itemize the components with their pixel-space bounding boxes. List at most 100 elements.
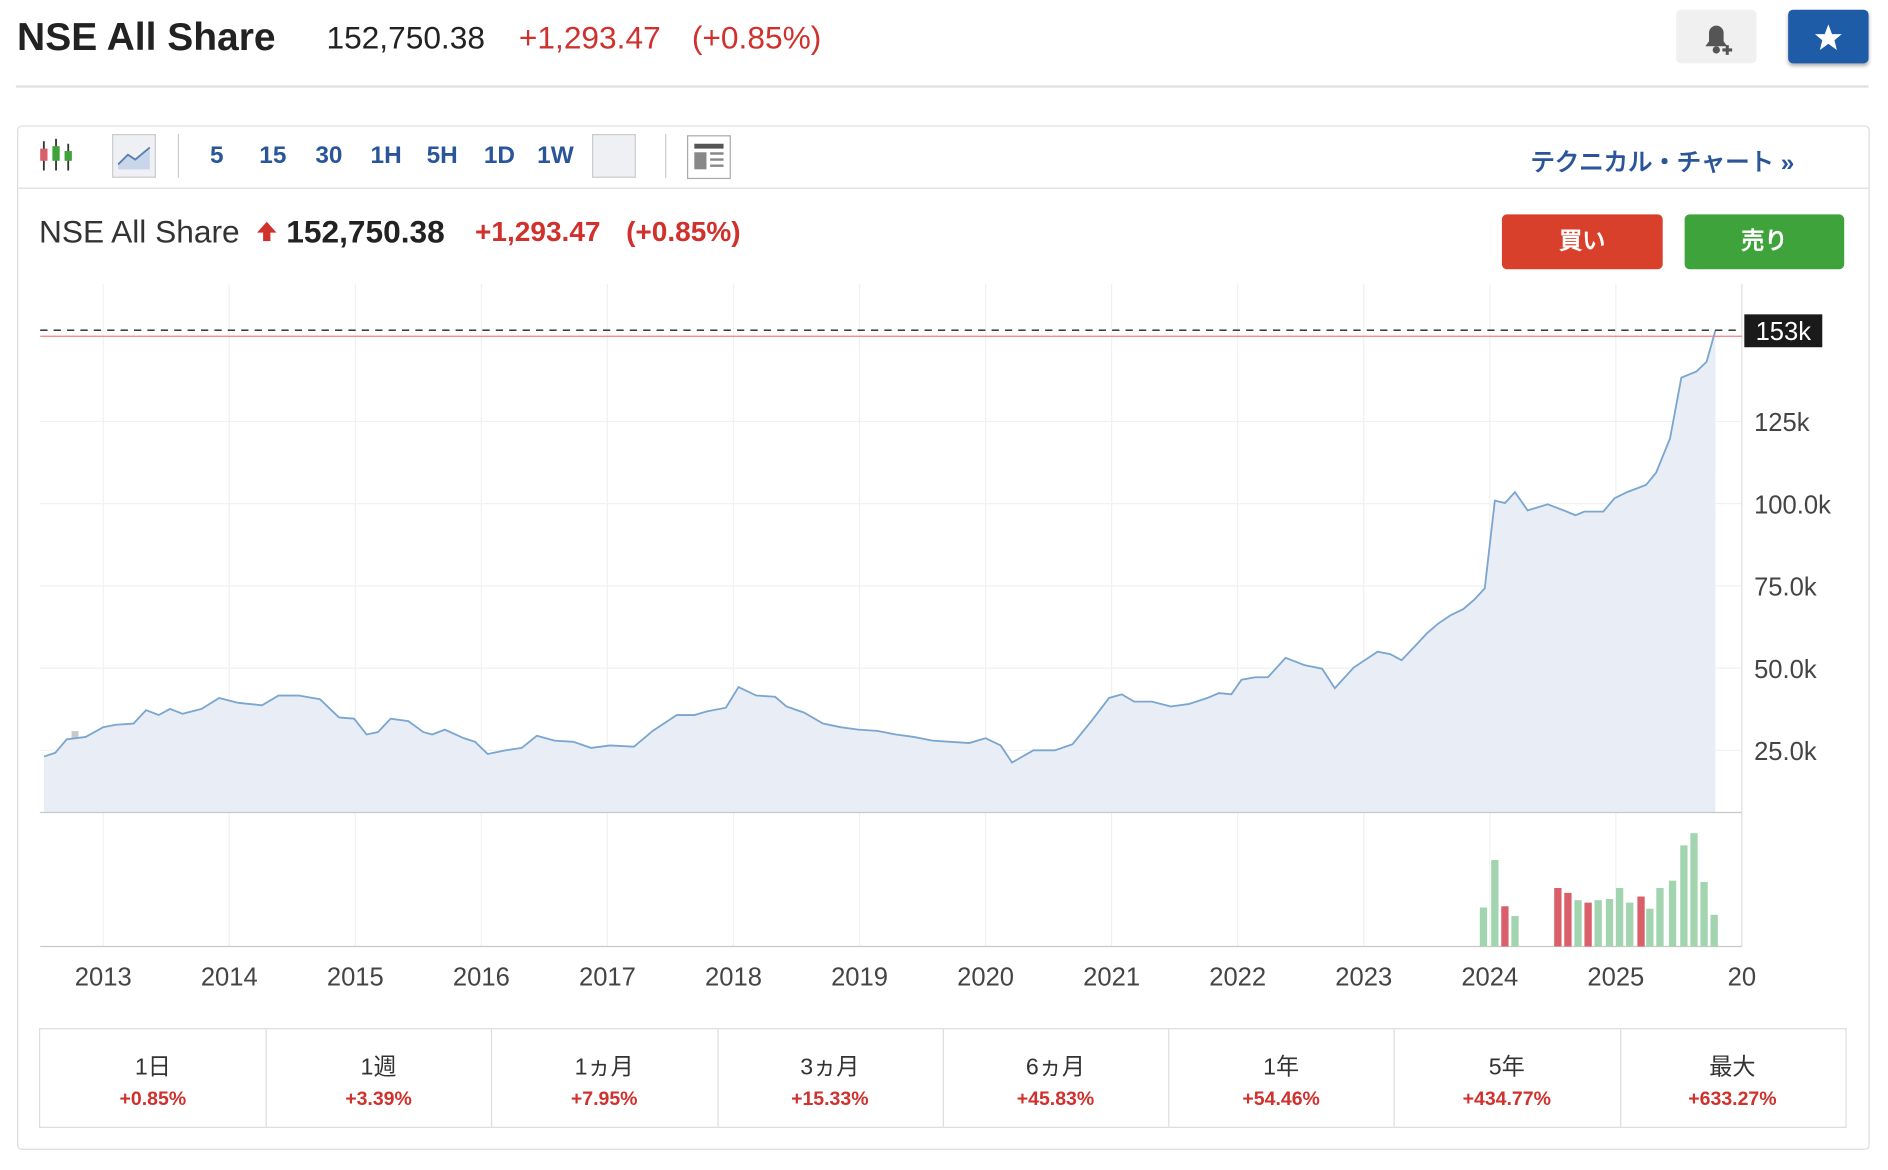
volume-bar [1668, 880, 1677, 947]
volume-bar [1700, 881, 1708, 947]
period-cell[interactable]: 1日 +0.85% [40, 1029, 267, 1127]
x-tick-label: 2017 [579, 963, 636, 991]
period-cell[interactable]: 3ヵ月 +15.33% [717, 1029, 944, 1127]
x-tick-label: 2020 [957, 963, 1014, 991]
period-change: +54.46% [1242, 1088, 1320, 1110]
chart-price: 152,750.38 [286, 213, 445, 250]
period-change: +0.85% [119, 1088, 187, 1110]
period-change: +15.33% [791, 1088, 869, 1110]
volume-bar [1710, 914, 1718, 947]
chart-change: +1,293.47 [475, 215, 601, 248]
area-glyph [117, 146, 151, 170]
last-price-box [1744, 314, 1823, 348]
separator [665, 133, 667, 178]
period-cell[interactable]: 最大 +633.27% [1620, 1029, 1845, 1126]
divider [15, 85, 1869, 88]
volume-bar [1656, 887, 1664, 947]
price: 152,750.38 [326, 19, 485, 57]
interval-button[interactable]: 30 [315, 142, 343, 170]
volume-bar [1626, 902, 1634, 947]
interval-button[interactable]: 15 [259, 142, 287, 170]
volume-bar [1574, 900, 1582, 947]
period-label: 1年 [1263, 1054, 1300, 1081]
period-cell[interactable]: 1年 +54.46% [1168, 1029, 1396, 1127]
period-cell[interactable]: 1ヵ月 +7.95% [492, 1029, 719, 1127]
x-tick-label: 2022 [1209, 963, 1266, 991]
area [43, 330, 1716, 813]
sell-button[interactable]: 売り [1684, 214, 1845, 270]
volume-bar [1680, 845, 1688, 947]
x-tick-label: 20 [1728, 963, 1756, 991]
volume-bar [1501, 906, 1509, 947]
volume-bar [1491, 859, 1499, 947]
volume-bar [1615, 887, 1624, 947]
layout-glyph [694, 143, 724, 170]
period-label: 6ヵ月 [1025, 1054, 1086, 1081]
chart-card [17, 125, 1870, 1150]
x-tick-label: 2015 [327, 963, 384, 991]
last-price-label: 153k [1756, 318, 1812, 346]
x-tick-label: 2016 [453, 963, 510, 991]
y-tick-label: 50.0k [1754, 656, 1817, 684]
period-change: +3.39% [345, 1088, 412, 1110]
period-change: +7.95% [570, 1088, 638, 1110]
layout-icon[interactable] [687, 135, 731, 180]
technical-link[interactable]: テクニカル・チャート » [1530, 149, 1795, 177]
x-tick-label: 2025 [1587, 963, 1644, 991]
x-tick-label: 2013 [75, 963, 132, 991]
alert-button[interactable] [1676, 9, 1757, 64]
period-cell[interactable]: 5年 +434.77% [1394, 1029, 1621, 1127]
volume-bar [1594, 900, 1602, 947]
interval-button[interactable]: 1W [537, 142, 574, 170]
line [43, 329, 1717, 764]
x-tick-label: 2024 [1461, 963, 1518, 991]
period-change: +633.27% [1688, 1088, 1777, 1110]
period-label: 1日 [134, 1054, 171, 1081]
change: +1,293.47 [518, 19, 661, 57]
volume-bar [1637, 896, 1645, 947]
chart-name: NSE All Share [38, 213, 240, 250]
volume-bar [1605, 898, 1614, 947]
interval-button[interactable]: 1H [370, 142, 402, 170]
period-label: 最大 [1709, 1054, 1756, 1081]
toolbar-border [18, 187, 1869, 189]
title: NSE All Share [17, 14, 276, 59]
volume-bar [1554, 887, 1562, 947]
period-label: 5年 [1488, 1054, 1525, 1081]
change-pct: (+0.85%) [691, 19, 822, 57]
interval-button[interactable]: 5 [210, 142, 224, 170]
y-tick-label: 25.0k [1754, 738, 1817, 766]
star-icon [1814, 24, 1842, 50]
period-label: 3ヵ月 [800, 1054, 860, 1081]
x-tick-label: 2021 [1083, 963, 1140, 991]
bell-icon [1705, 25, 1733, 55]
interval-button[interactable]: 1D [483, 142, 515, 170]
y-tick-label: 100.0k [1754, 491, 1831, 519]
candle-icon[interactable] [37, 134, 86, 178]
y-tick-label: 125k [1754, 409, 1810, 437]
period-cell[interactable]: 6ヵ月 +45.83% [943, 1029, 1170, 1127]
volume-bar [1646, 908, 1654, 947]
chart: 2013 2014 2015 2016 2017 2018 2019 2020 2021 2022… [40, 283, 1831, 991]
buy-button[interactable]: 買い [1501, 214, 1663, 270]
volume-bar [1479, 907, 1488, 947]
watchlist-button[interactable] [1788, 9, 1869, 64]
period-label: 1ヵ月 [574, 1054, 634, 1081]
period-cell[interactable]: 1週 +3.39% [266, 1029, 493, 1127]
volume-bar [1690, 833, 1698, 947]
volume-bar [1511, 916, 1519, 947]
volume-bar [1584, 902, 1592, 947]
active-interval-box [591, 133, 636, 178]
separator [177, 133, 180, 178]
y-tick-label: 75.0k [1754, 574, 1817, 602]
x-tick-label: 2018 [705, 963, 762, 991]
up-arrow [257, 221, 277, 242]
area-icon[interactable] [112, 133, 156, 178]
x-tick-label: 2014 [201, 963, 258, 991]
period-table: 1日 +0.85% 1週 +3.39% 1ヵ月 +7.95% 3ヵ月 +15.33% 6ヵ月 +4… [38, 1028, 1847, 1128]
interval-button[interactable]: 5H [426, 142, 458, 170]
chart-change-pct: (+0.85%) [626, 215, 741, 248]
period-change: +434.77% [1462, 1088, 1551, 1110]
